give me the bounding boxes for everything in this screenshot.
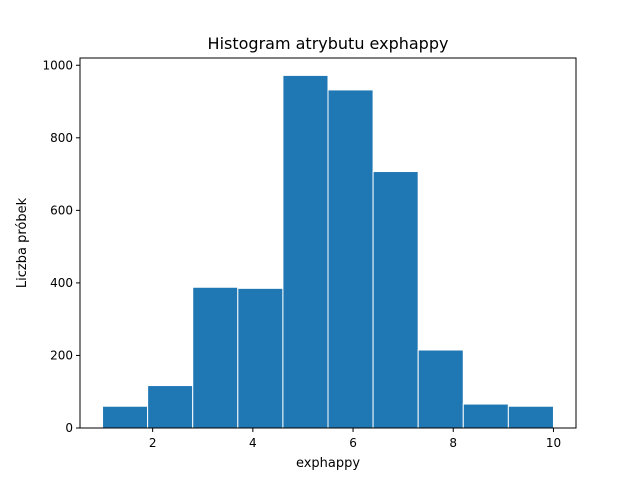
histogram-bar-9 xyxy=(462,403,509,429)
histogram-bar-4 xyxy=(237,287,284,429)
x-tick-label: 4 xyxy=(249,436,257,450)
y-axis-ticks: 0 200 400 600 800 1000 xyxy=(42,58,80,435)
y-tick-label: 1000 xyxy=(42,58,73,72)
x-tick-label: 2 xyxy=(149,436,157,450)
histogram-bar-8 xyxy=(417,349,464,429)
y-tick-label: 0 xyxy=(65,421,73,435)
y-tick-label: 600 xyxy=(50,203,73,217)
bars-group xyxy=(102,74,554,429)
histogram-bar-6 xyxy=(327,89,374,429)
y-tick-label: 400 xyxy=(50,276,73,290)
y-tick-label: 200 xyxy=(50,348,73,362)
histogram-bar-3 xyxy=(192,286,239,429)
histogram-bar-10 xyxy=(507,405,554,429)
histogram-bar-5 xyxy=(282,74,329,429)
histogram-bar-1 xyxy=(102,405,149,429)
histogram-bar-7 xyxy=(372,171,419,429)
x-tick-label: 6 xyxy=(349,436,357,450)
x-tick-label: 10 xyxy=(546,436,561,450)
histogram-bar-2 xyxy=(147,385,194,429)
plot-frame xyxy=(79,57,577,429)
x-axis-label: exphappy xyxy=(296,456,360,471)
chart-title: Histogram atrybutu exphappy xyxy=(208,34,449,53)
y-axis-label: Liczba próbek xyxy=(15,197,30,288)
y-tick-label: 800 xyxy=(50,131,73,145)
x-tick-label: 8 xyxy=(449,436,457,450)
x-axis-ticks: 2 4 6 8 10 xyxy=(149,428,561,450)
